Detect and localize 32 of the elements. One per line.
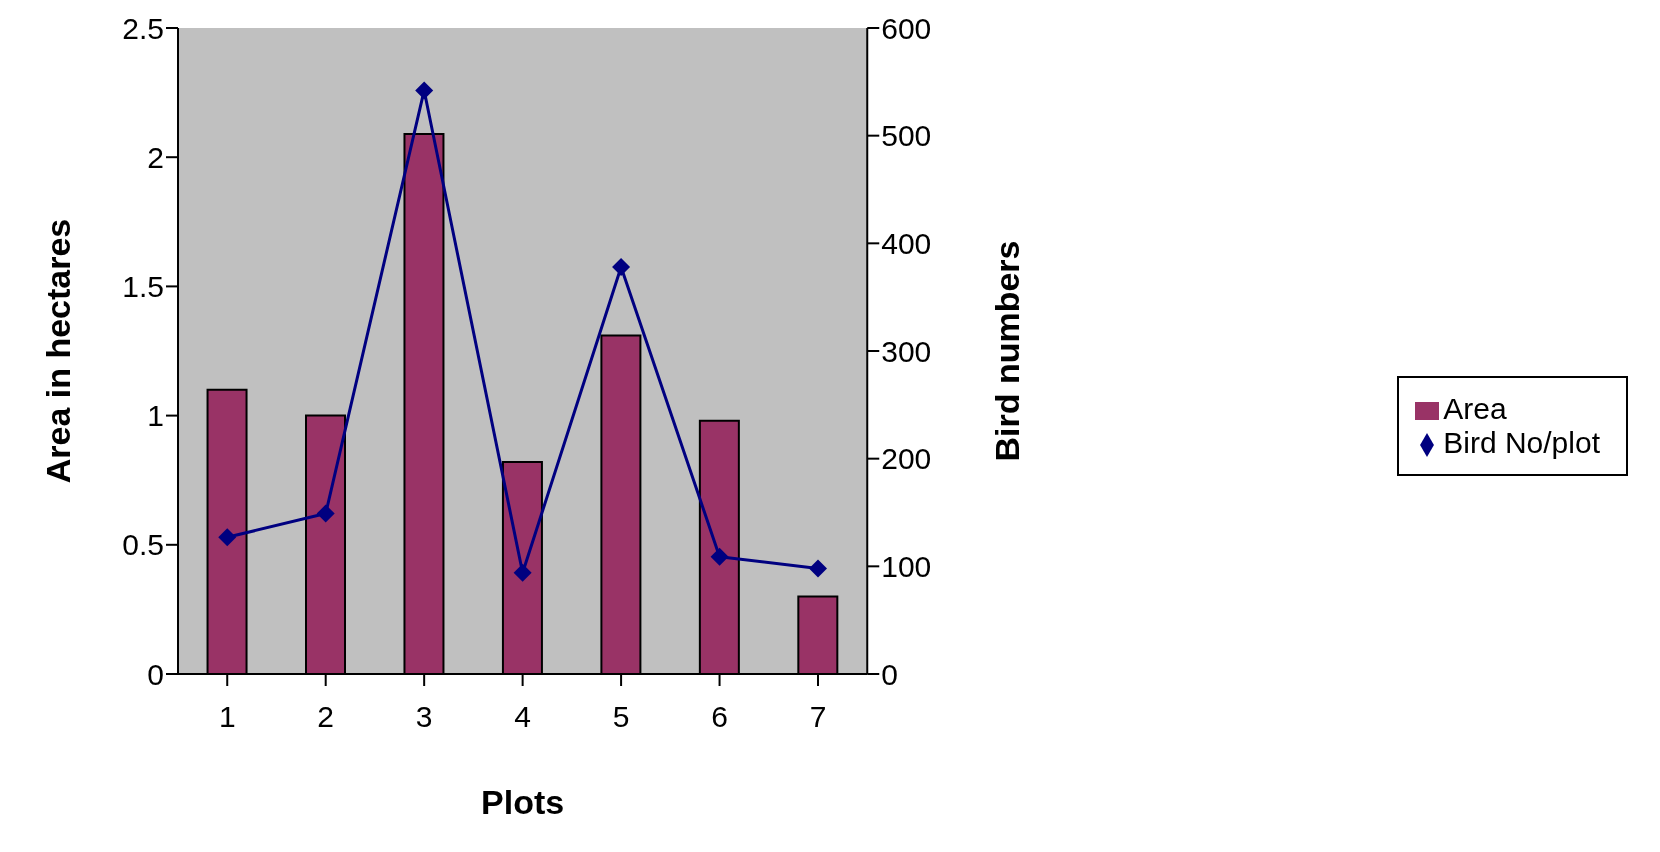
y2-tick-label: 300 bbox=[881, 334, 932, 368]
point bbox=[710, 547, 729, 566]
x-axis-title: Plots bbox=[481, 783, 565, 821]
y-tick-label: 0 bbox=[147, 657, 164, 691]
y-tick-label: 0.5 bbox=[122, 528, 164, 562]
y-tick-label: 1 bbox=[147, 399, 164, 433]
x-tick-label: 2 bbox=[317, 700, 335, 734]
x-tick-label: 6 bbox=[711, 700, 728, 734]
y2-tick-label: 0 bbox=[881, 657, 898, 691]
y2-tick-label: 500 bbox=[881, 119, 932, 153]
x-tick-label: 7 bbox=[809, 700, 827, 734]
y2-tick-label: 200 bbox=[881, 442, 932, 476]
x-tick-label: 4 bbox=[514, 700, 531, 734]
y-tick-label: 2.5 bbox=[122, 11, 164, 45]
legend-label: Bird No/plot bbox=[1443, 426, 1600, 459]
x-tick-label: 1 bbox=[218, 700, 236, 734]
point bbox=[415, 81, 434, 100]
y-axis-title: Area in hectares bbox=[39, 218, 78, 484]
point bbox=[513, 563, 532, 582]
y-tick-label: 1.5 bbox=[122, 270, 164, 304]
point bbox=[316, 504, 335, 523]
y2-tick-label: 100 bbox=[881, 549, 932, 583]
point bbox=[612, 258, 631, 277]
legend-label: Area bbox=[1443, 392, 1507, 425]
y2-axis-title: Bird numbers bbox=[988, 240, 1027, 462]
y2-tick-label: 600 bbox=[881, 11, 932, 45]
y-tick-label: 2 bbox=[147, 140, 164, 174]
point bbox=[218, 528, 237, 547]
x-tick-label: 5 bbox=[612, 700, 630, 734]
y2-tick-label: 400 bbox=[881, 226, 932, 260]
point bbox=[809, 559, 828, 578]
x-tick-label: 3 bbox=[415, 700, 433, 734]
